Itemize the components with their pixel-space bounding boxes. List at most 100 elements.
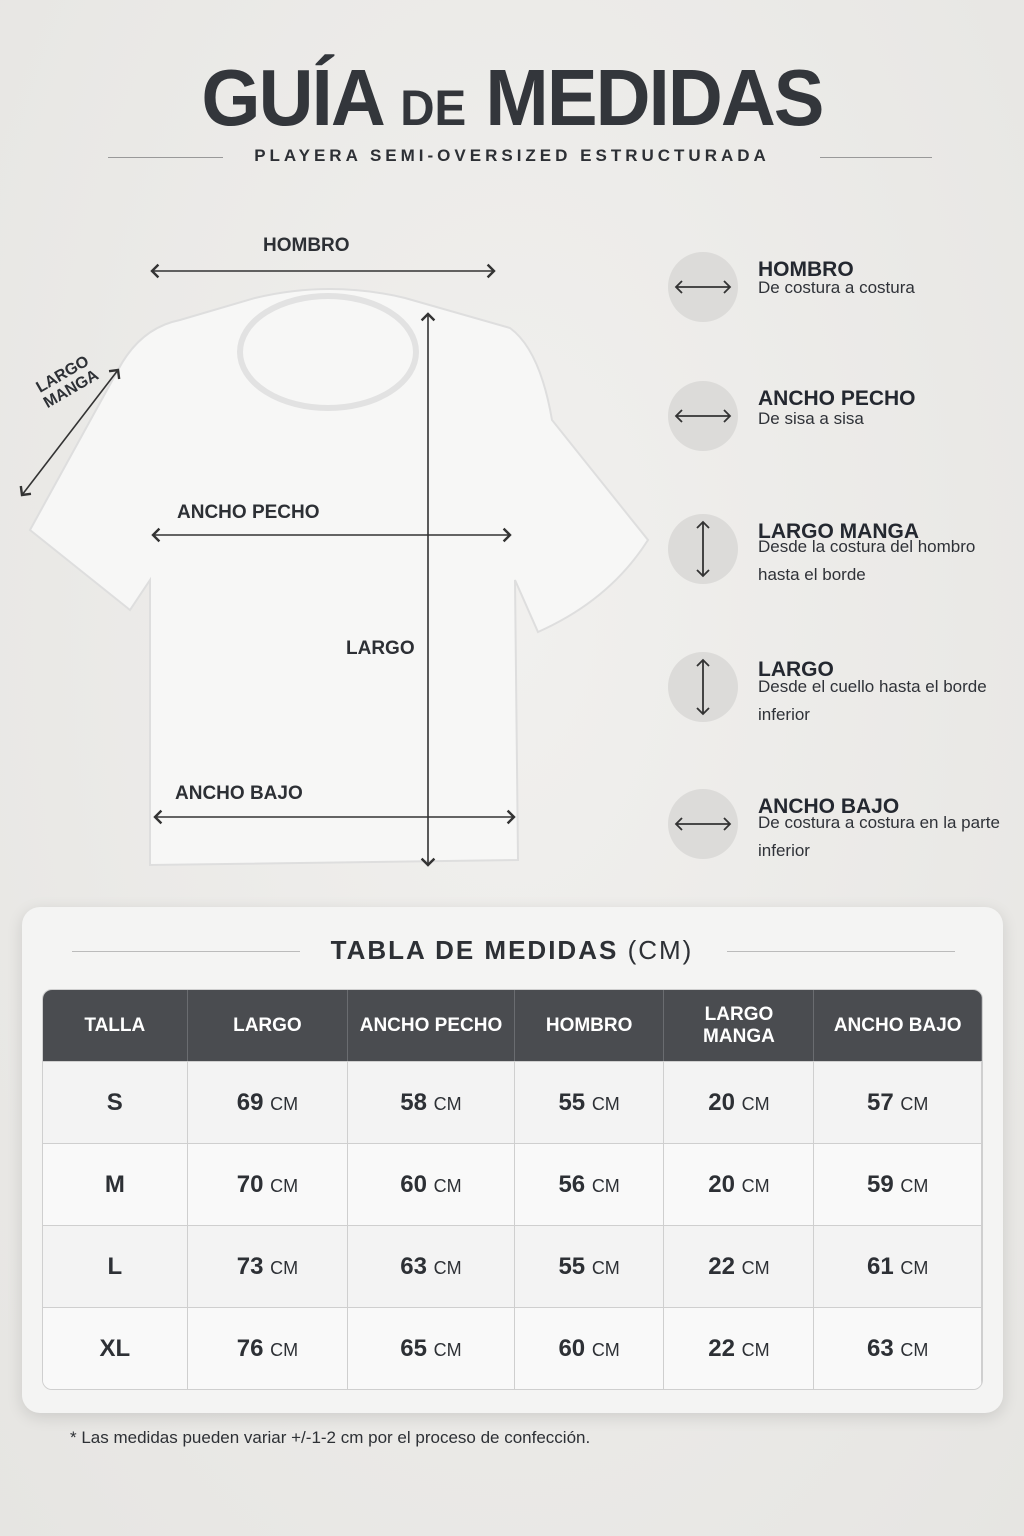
column-header: LARGO MANGA [664,990,815,1061]
table-title: TABLA DE MEDIDAS (CM) [0,935,1024,966]
unit: CM [741,1175,770,1196]
unit: CM [741,1339,770,1360]
value: 55 [558,1088,586,1116]
measurement-cell: 76 CM [187,1307,349,1389]
title-word: GUÍA [201,53,382,142]
measurement-cell: 60 CM [348,1143,515,1225]
unit: CM [741,1093,770,1114]
legend-item: HOMBRO De costura a costura [668,252,1008,352]
measurement-cell: 63 CM [814,1307,982,1389]
unit: CM [270,1257,299,1278]
value: 63 [400,1252,427,1280]
value: 65 [400,1334,427,1362]
column-header: ANCHO BAJO [814,990,982,1061]
legend-desc: De costura a costura en la parte inferio… [758,813,1000,860]
legend-item: LARGO Desde el cuello hasta el borde inf… [668,652,1008,752]
legend-title: HOMBRO [758,258,854,281]
unit: CM [900,1093,929,1114]
manga-arrow [19,368,121,497]
value: 56 [558,1170,586,1198]
measurement-cell: 57 CM [814,1061,982,1143]
unit: CM [591,1339,620,1360]
value: 70 [236,1170,264,1198]
horizontal-arrow-icon [668,381,738,451]
page-title: GUÍA DE MEDIDAS [26,52,999,144]
measurement-cell: 61 CM [814,1225,982,1307]
measurement-cell: 55 CM [514,1061,665,1143]
value: 55 [558,1252,586,1280]
value: 69 [236,1088,264,1116]
size-cell: S [43,1061,188,1143]
tshirt-shape [28,288,650,867]
legend-title: ANCHO PECHO [758,387,916,410]
unit: CM [433,1175,462,1196]
unit: CM [433,1339,462,1360]
legend-title: ANCHO BAJO [758,795,900,818]
label-hombro: HOMBRO [263,235,350,256]
unit: CM [270,1339,299,1360]
value: 59 [867,1170,894,1198]
value: 58 [400,1088,427,1116]
value: 20 [708,1088,735,1116]
measurement-cell: 22 CM [664,1307,815,1389]
table-row: M 70 CM 60 CM 56 CM 20 CM 59 CM [43,1143,982,1225]
legend-title: LARGO [758,658,834,681]
footnote: * Las medidas pueden variar +/-1-2 cm po… [70,1428,591,1447]
value: 76 [236,1334,264,1362]
legend-title: LARGO MANGA [758,520,919,543]
unit: CM [591,1257,620,1278]
tshirt-diagram [19,263,650,867]
divider [108,157,223,158]
value: 57 [867,1088,894,1116]
unit: CM [741,1257,770,1278]
label-largo: LARGO [346,638,415,659]
measurement-cell: 55 CM [514,1225,665,1307]
value: 22 [708,1252,735,1280]
measurement-cell: 20 CM [664,1143,815,1225]
label-ancho-bajo: ANCHO BAJO [175,783,303,804]
legend-item: LARGO MANGA Desde la costura del hombro … [668,514,1008,614]
subtitle: PLAYERA SEMI-OVERSIZED ESTRUCTURADA [254,146,770,165]
unit: CM [270,1175,299,1196]
legend-desc: De costura a costura [758,278,915,297]
value: 20 [708,1170,735,1198]
measurement-cell: 63 CM [348,1225,515,1307]
horizontal-arrow-icon [668,789,738,859]
table-row: XL 76 CM 65 CM 60 CM 22 CM 63 CM [43,1307,982,1389]
size-cell: XL [43,1307,188,1389]
size-table: TALLA LARGO ANCHO PECHO HOMBRO LARGO MANGA AN… [42,989,983,1390]
measurement-cell: 73 CM [187,1225,349,1307]
divider [72,951,300,952]
divider [820,157,932,158]
table-title-text: TABLA DE MEDIDAS [330,935,619,965]
value: 22 [708,1334,735,1362]
measurement-cell: 56 CM [514,1143,665,1225]
value: 63 [867,1334,894,1362]
measurement-cell: 20 CM [664,1061,815,1143]
measurement-cell: 22 CM [664,1225,815,1307]
column-header: HOMBRO [514,990,665,1061]
vertical-arrow-icon [668,652,738,722]
legend-desc: Desde el cuello hasta el borde inferior [758,677,987,724]
measurement-cell: 65 CM [348,1307,515,1389]
table-row: S 69 CM 58 CM 55 CM 20 CM 57 CM [43,1061,982,1143]
label-ancho-pecho: ANCHO PECHO [177,502,320,523]
column-header: LARGO [187,990,349,1061]
column-header: TALLA [43,990,188,1061]
measurement-cell: 58 CM [348,1061,515,1143]
unit: CM [433,1257,462,1278]
value: 61 [867,1252,894,1280]
title-word: MEDIDAS [485,53,824,142]
title-word: DE [400,80,467,136]
divider [727,951,955,952]
value: 60 [400,1170,427,1198]
legend-desc: Desde la costura del hombro hasta el bor… [758,537,976,584]
size-cell: M [43,1143,188,1225]
table-row: L 73 CM 63 CM 55 CM 22 CM 61 CM [43,1225,982,1307]
legend-desc: De sisa a sisa [758,409,864,428]
unit: CM [433,1093,462,1114]
legend-item: ANCHO PECHO De sisa a sisa [668,381,1008,481]
vertical-arrow-icon [668,514,738,584]
measurement-cell: 60 CM [514,1307,665,1389]
table-unit: (CM) [627,935,694,965]
